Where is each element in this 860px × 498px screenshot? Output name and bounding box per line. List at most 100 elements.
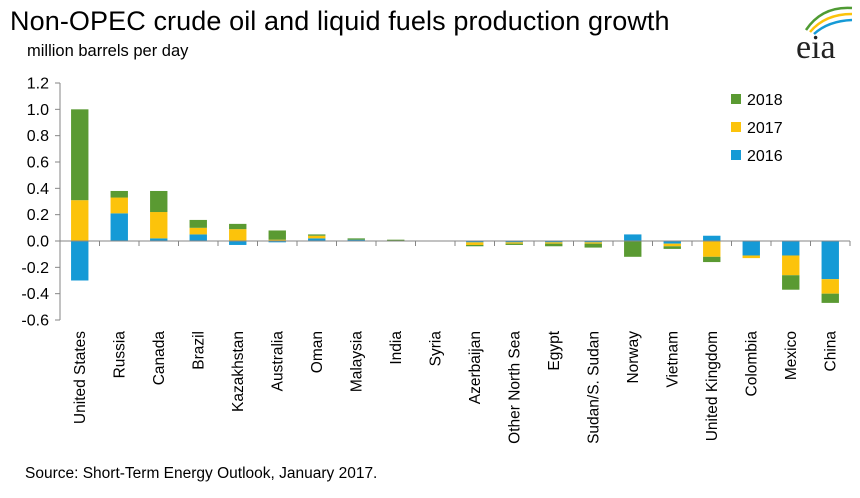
bar-2017-brazil: [189, 227, 207, 235]
bar-2016-brazil: [189, 234, 207, 241]
bar-2016-china: [821, 241, 839, 280]
y-tick-label: 0.2: [27, 207, 49, 224]
y-tick-label: 0.6: [27, 155, 49, 172]
bar-2016-canada: [150, 238, 168, 241]
bar-2018-oman: [308, 234, 326, 236]
x-category-label: Colombia: [743, 331, 760, 397]
bar-2017-australia: [268, 239, 286, 241]
chart-title: Non-OPEC crude oil and liquid fuels prod…: [10, 6, 670, 36]
x-category-label: United Kingdom: [704, 331, 721, 441]
bar-2018-india: [387, 239, 405, 241]
x-category-label: India: [388, 331, 405, 365]
legend-swatch-2017: [731, 122, 741, 132]
x-category-label: Syria: [427, 331, 444, 367]
bar-2016-united-kingdom: [703, 235, 721, 241]
bar-2016-azerbaijan: [466, 241, 484, 243]
legend-swatch-2018: [731, 94, 741, 104]
legend-label-2017: 2017: [747, 120, 783, 137]
axes-group: [55, 82, 851, 321]
x-category-label: Sudan/S. Sudan: [585, 331, 602, 444]
bar-2016-malaysia: [347, 239, 365, 241]
chart-subtitle: million barrels per day: [27, 42, 189, 60]
bar-2017-kazakhstan: [229, 229, 247, 241]
x-category-label: China: [822, 331, 839, 372]
x-category-label: Canada: [151, 331, 168, 386]
bar-2017-united-states: [71, 200, 89, 241]
eia-logo: eia: [796, 6, 853, 64]
x-category-label: Mexico: [783, 331, 800, 380]
bar-2016-oman: [308, 238, 326, 241]
bar-2018-united-kingdom: [703, 256, 721, 263]
logo-arc-blue: [813, 18, 853, 35]
bar-2018-mexico: [782, 275, 800, 290]
y-tick-label: 0.8: [27, 128, 49, 145]
bar-2016-russia: [110, 213, 128, 241]
bar-2017-azerbaijan: [466, 242, 484, 245]
bar-2018-azerbaijan: [466, 244, 484, 247]
bar-2018-canada: [150, 190, 168, 213]
bar-2018-vietnam: [663, 246, 681, 249]
bar-2016-other-north-sea: [505, 241, 523, 243]
bar-2018-china: [821, 293, 839, 303]
x-category-label: Vietnam: [664, 331, 681, 388]
x-category-label: Brazil: [190, 331, 207, 370]
x-category-label: Australia: [269, 331, 286, 392]
x-category-label: United States: [72, 331, 89, 424]
bar-2018-brazil: [189, 219, 207, 228]
legend-label-2016: 2016: [747, 148, 783, 165]
legend: 2018 2017 2016: [731, 92, 783, 165]
bar-2018-united-states: [71, 109, 89, 201]
bar-2018-australia: [268, 230, 286, 240]
logo-arc-yellow: [809, 12, 853, 33]
bar-2017-other-north-sea: [505, 242, 523, 244]
y-tick-label: 1.2: [27, 76, 49, 93]
bar-2018-other-north-sea: [505, 243, 523, 245]
x-category-label: Egypt: [546, 330, 563, 370]
bar-2018-russia: [110, 190, 128, 198]
bar-2018-norway: [624, 241, 642, 257]
y-tick-labels: 1.2 1.0 0.8 0.6 0.4 0.2 0.0 -0.2 -0.4 -0.6: [21, 76, 49, 330]
bar-2017-colombia: [742, 255, 760, 259]
bar-2017-oman: [308, 235, 326, 239]
x-category-label: Norway: [625, 331, 642, 384]
bar-2016-sudan-s-sudan: [584, 241, 602, 243]
y-tick-label: 1.0: [27, 102, 49, 119]
bar-2016-mexico: [782, 241, 800, 256]
legend-swatch-2016: [731, 150, 741, 160]
bar-2016-norway: [624, 234, 642, 241]
bar-2016-united-states: [71, 241, 89, 281]
x-category-label: Oman: [309, 331, 326, 373]
bar-2017-russia: [110, 197, 128, 214]
logo-arc-green: [804, 6, 853, 31]
bar-2016-colombia: [742, 241, 760, 256]
bar-2017-united-kingdom: [703, 241, 721, 257]
x-category-label: Russia: [111, 331, 128, 379]
bar-2017-china: [821, 279, 839, 294]
x-tick-labels: United States Russia Canada Brazil Kazakhsta…: [72, 330, 839, 444]
bar-2018-sudan-s-sudan: [584, 243, 602, 248]
bar-2017-egypt: [545, 242, 563, 244]
y-tick-label: 0.4: [27, 181, 49, 198]
bar-2016-vietnam: [663, 241, 681, 244]
y-tick-label: -0.4: [21, 286, 49, 303]
bar-2018-kazakhstan: [229, 223, 247, 230]
bar-2016-kazakhstan: [229, 241, 247, 245]
x-category-label: Malaysia: [348, 331, 365, 393]
bar-2017-canada: [150, 212, 168, 239]
bar-2017-mexico: [782, 255, 800, 276]
y-tick-label: -0.6: [21, 313, 49, 330]
bars-group: [71, 109, 839, 303]
bar-2018-egypt: [545, 243, 563, 247]
y-tick-label: -0.2: [21, 260, 49, 277]
bar-2016-egypt: [545, 241, 563, 243]
bar-2017-sudan-s-sudan: [584, 242, 602, 244]
bar-2018-malaysia: [347, 238, 365, 240]
x-category-label: Kazakhstan: [230, 331, 247, 412]
x-category-label: Other North Sea: [506, 331, 523, 444]
bar-2017-vietnam: [663, 243, 681, 247]
logo-text: eia: [796, 29, 836, 64]
y-tick-label: 0.0: [27, 234, 49, 251]
legend-label-2018: 2018: [747, 92, 783, 109]
source-note: Source: Short-Term Energy Outlook, Janua…: [25, 465, 378, 482]
